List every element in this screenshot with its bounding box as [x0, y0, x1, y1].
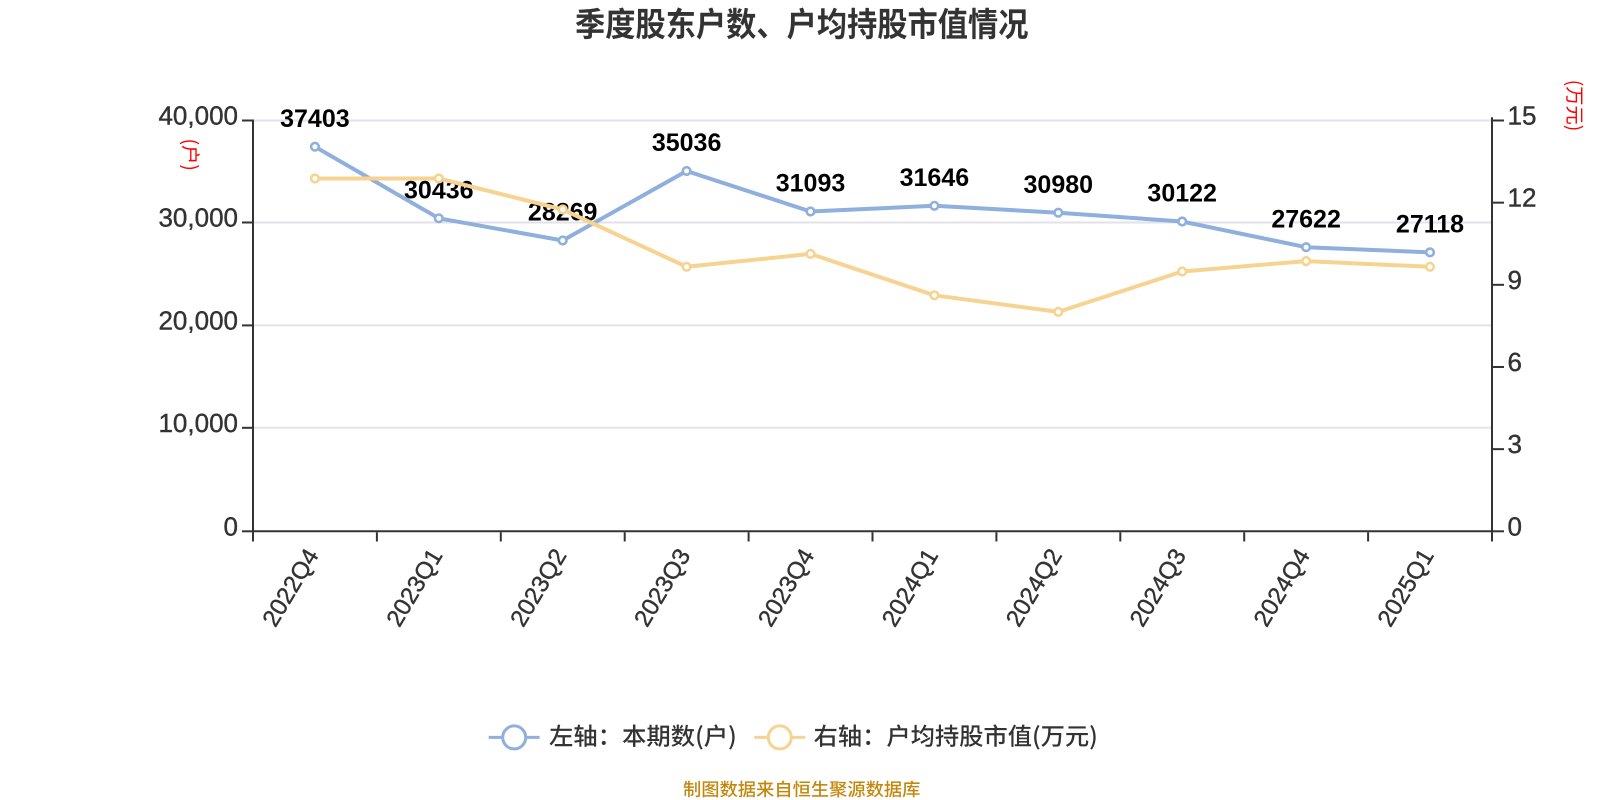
svg-text:27118: 27118 [1396, 211, 1464, 239]
svg-text:27622: 27622 [1271, 205, 1341, 233]
svg-text:30,000: 30,000 [158, 203, 238, 233]
svg-text:2023Q4: 2023Q4 [753, 544, 820, 631]
svg-text:20,000: 20,000 [158, 305, 238, 335]
svg-text:2024Q3: 2024Q3 [1125, 544, 1192, 631]
svg-text:40,000: 40,000 [158, 101, 238, 131]
svg-text:31646: 31646 [900, 164, 970, 192]
svg-text:2024Q1: 2024Q1 [877, 544, 944, 631]
svg-text:30122: 30122 [1147, 180, 1217, 208]
svg-text:10,000: 10,000 [158, 408, 238, 438]
svg-text:31093: 31093 [776, 170, 846, 198]
svg-text:2023Q2: 2023Q2 [505, 544, 572, 631]
svg-text:0: 0 [224, 511, 238, 541]
svg-text:0: 0 [1508, 511, 1522, 541]
svg-text:35036: 35036 [652, 129, 722, 157]
svg-text:15: 15 [1508, 101, 1537, 131]
svg-text:37403: 37403 [280, 105, 350, 133]
svg-text:2023Q1: 2023Q1 [381, 544, 448, 631]
svg-text:30980: 30980 [1024, 171, 1094, 199]
svg-text:2022Q4: 2022Q4 [257, 544, 324, 631]
svg-text:2024Q2: 2024Q2 [1001, 544, 1068, 631]
svg-text:6: 6 [1508, 347, 1522, 377]
svg-text:12: 12 [1508, 183, 1537, 213]
svg-text:2023Q3: 2023Q3 [629, 544, 696, 631]
svg-text:2024Q4: 2024Q4 [1249, 544, 1316, 631]
svg-text:9: 9 [1508, 265, 1522, 295]
svg-text:3: 3 [1508, 429, 1522, 459]
svg-text:2025Q1: 2025Q1 [1373, 544, 1440, 631]
